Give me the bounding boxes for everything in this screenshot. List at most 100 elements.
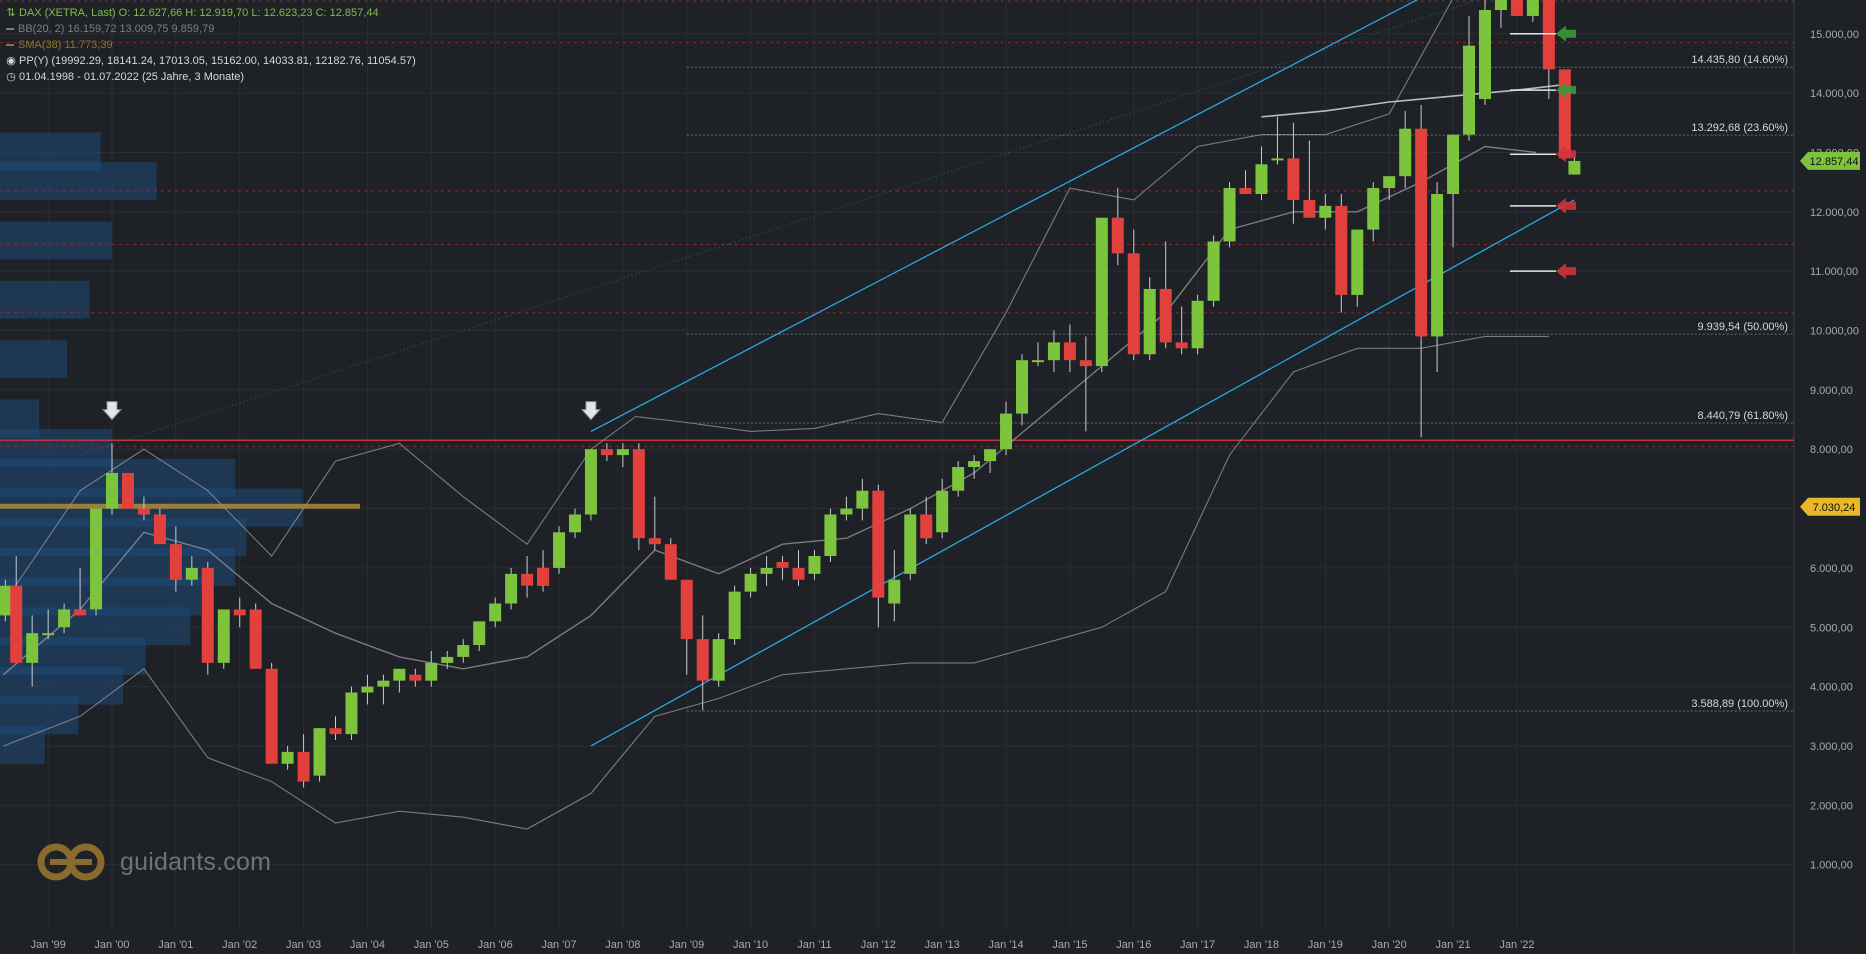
y-tick-label: 10.000,00: [1810, 326, 1859, 338]
candle-up: [313, 728, 326, 776]
legend-sma-row[interactable]: SMA(38) 11.773,39: [6, 37, 416, 53]
candle-up: [441, 656, 454, 663]
x-tick-label: Jan '03: [286, 939, 321, 951]
candle-up: [217, 609, 230, 663]
volume-profile-bar: [0, 132, 101, 171]
candle-down: [10, 585, 23, 663]
signal-arrow-icon: [1556, 82, 1576, 99]
candle-down: [537, 567, 550, 586]
candle-up: [840, 508, 853, 515]
legend-title: DAX (XETRA, Last): [19, 7, 116, 19]
candle-down: [1159, 288, 1172, 343]
candle-up: [1271, 158, 1284, 161]
y-tick-label: 2.000,00: [1810, 800, 1853, 812]
candle-up: [473, 621, 486, 646]
x-tick-label: Jan '06: [478, 939, 513, 951]
candle-down: [329, 728, 342, 735]
candle-up: [489, 603, 502, 622]
x-tick-label: Jan '16: [1116, 939, 1151, 951]
x-tick-label: Jan '13: [925, 939, 960, 951]
x-tick-label: Jan '22: [1499, 939, 1534, 951]
x-tick-label: Jan '00: [94, 939, 129, 951]
y-tick-label: 15.000,00: [1810, 29, 1859, 41]
y-tick-label: 1.000,00: [1810, 860, 1853, 872]
candle-up: [1223, 188, 1236, 242]
candle-down: [600, 449, 613, 456]
price-tag: [1800, 151, 1860, 170]
chart-legend: ⇅ DAX (XETRA, Last) O: 12.627,66 H: 12.91…: [6, 5, 416, 85]
candle-up: [712, 639, 725, 681]
candle-up: [1447, 134, 1460, 194]
candle-down: [1063, 342, 1076, 361]
volume-profile-bar: [0, 221, 112, 260]
candle-down: [249, 609, 262, 669]
y-tick-label: 12.000,00: [1810, 207, 1859, 219]
signal-arrow-icon: [1556, 146, 1576, 163]
instrument-icon: ⇅: [6, 7, 16, 19]
x-tick-label: Jan '11: [797, 939, 831, 951]
signal-arrow-icon: [1556, 25, 1576, 42]
y-tick-label: 9.000,00: [1810, 385, 1853, 397]
candle-up: [1367, 188, 1380, 230]
x-tick-label: Jan '12: [861, 939, 896, 951]
legend-range-row[interactable]: ◷ 01.04.1998 - 01.07.2022 (25 Jahre, 3 Mo…: [6, 69, 416, 85]
candle-up: [1568, 160, 1581, 175]
candle-up: [90, 508, 103, 610]
candle-down: [169, 544, 182, 580]
candle-up: [26, 633, 39, 663]
channel-lower-line: [590, 199, 1575, 747]
candle-down: [1415, 128, 1428, 337]
candle-up: [1191, 300, 1204, 349]
candle-down: [137, 508, 150, 515]
candle-up: [361, 686, 374, 693]
y-tick-label: 4.000,00: [1810, 682, 1853, 694]
x-tick-label: Jan '20: [1372, 939, 1407, 951]
candle-down: [153, 514, 166, 545]
y-tick-label: 14.000,00: [1810, 88, 1859, 100]
legend-sma: SMA(38) 11.773,39: [18, 39, 113, 51]
x-tick-label: Jan '10: [733, 939, 768, 951]
x-tick-label: Jan '99: [31, 939, 66, 951]
candle-down: [265, 668, 278, 764]
candle-down: [121, 472, 134, 509]
candle-up: [42, 633, 55, 636]
sma-line: [1261, 83, 1569, 118]
candle-up: [824, 514, 837, 557]
candle-down: [1175, 342, 1188, 349]
candle-down: [696, 639, 709, 681]
indicator-lines: [2, 0, 1569, 830]
candle-down: [1558, 69, 1571, 159]
legend-pp-row[interactable]: ◉ PP(Y) (19992.29, 18141.24, 17013.05, 15…: [6, 53, 416, 69]
candle-down: [201, 567, 214, 663]
candle-up: [1016, 360, 1029, 414]
candle-up: [936, 490, 949, 533]
legend-bb-row[interactable]: BB(20, 2) 16.159,72 13.009,75 9.859,79: [6, 21, 416, 37]
legend-bb: BB(20, 2) 16.159,72 13.009,75 9.859,79: [18, 23, 215, 35]
candle-up: [377, 680, 390, 687]
candle-up: [1000, 413, 1013, 450]
price-tag-label: 7.030,24: [1813, 502, 1856, 514]
fibonacci-label: 8.440,79 (61.80%): [1697, 410, 1788, 422]
x-tick-label: Jan '18: [1244, 939, 1279, 951]
x-tick-label: Jan '15: [1052, 939, 1087, 951]
candle-up: [1319, 205, 1332, 218]
candle-up: [728, 591, 741, 640]
x-tick-label: Jan '09: [669, 939, 704, 951]
candle-down: [1111, 217, 1124, 254]
candle-up: [856, 490, 869, 509]
trend-channel: [79, 0, 1575, 747]
candle-down: [74, 609, 87, 616]
y-tick-label: 6.000,00: [1810, 563, 1853, 575]
candle-down: [233, 609, 246, 616]
time-axis: Jan '99 Jan '00 Jan '01 Jan '02 Jan '03 Jan '…: [31, 939, 1535, 951]
candle-down: [1287, 158, 1300, 200]
fibonacci-label: 3.588,89 (100.00%): [1691, 698, 1788, 710]
candle-up: [1255, 164, 1268, 194]
candle-up: [1526, 0, 1539, 16]
target-icon: ◉: [6, 55, 16, 67]
bollinger-upper-line: [2, 0, 1453, 604]
candle-down: [1335, 205, 1348, 295]
candle-up: [1399, 128, 1412, 177]
